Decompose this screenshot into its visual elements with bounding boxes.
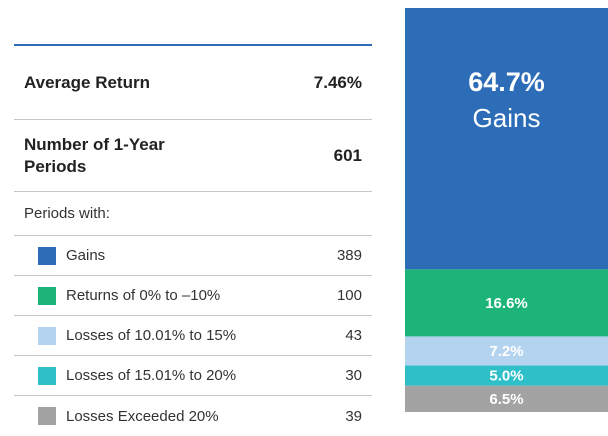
legend-entry: Gains — [38, 246, 106, 265]
summary-row: Average Return 7.46% — [14, 46, 372, 120]
legend-row: Losses of 10.01% to 15% 43 — [14, 316, 372, 356]
legend-row: Returns of 0% to –10% 100 — [14, 276, 372, 316]
legend-count: 100 — [336, 287, 362, 304]
stats-table: Average Return 7.46% Number of 1-Year Peri… — [14, 44, 372, 436]
legend-label: Losses of 15.01% to 20% — [66, 367, 237, 384]
summary-value: 7.46% — [313, 72, 362, 92]
legend-label: Returns of 0% to –10% — [66, 287, 221, 304]
summary-value: 601 — [333, 145, 362, 165]
legend-count: 39 — [345, 407, 362, 425]
legend-row: Gains 389 — [14, 236, 372, 276]
legend-count: 389 — [336, 247, 362, 264]
stacked-bar: 64.7% Gains 16.6% 7.2% 5.0% 6.5% — [405, 8, 608, 412]
value-label: 6.5% — [489, 391, 523, 408]
legend-entry: Losses of 10.01% to 15% — [38, 326, 237, 345]
value-label: 5.0% — [489, 368, 523, 385]
legend-label: Gains — [66, 247, 106, 264]
bar-segment — [405, 8, 608, 270]
bar-segment — [405, 385, 608, 412]
bar-segment — [405, 336, 608, 366]
legend-row: Losses Exceeded 20% 39 — [14, 396, 372, 436]
legend-entry: Returns of 0% to –10% — [38, 286, 221, 305]
legend-label: Losses of 10.01% to 15% — [66, 327, 237, 344]
legend-entry: Losses Exceeded 20% — [38, 407, 219, 425]
legend-entry: Losses of 15.01% to 20% — [38, 366, 237, 385]
bar-segment — [405, 269, 608, 337]
subtitle-row: Periods with: — [14, 192, 372, 236]
legend-swatch — [38, 286, 56, 305]
summary-label: Number of 1-Year Periods — [24, 134, 165, 176]
legend-swatch — [38, 246, 56, 265]
legend-swatch — [38, 407, 56, 425]
legend-count: 43 — [345, 327, 362, 344]
legend-swatch — [38, 366, 56, 385]
summary-label: Average Return — [24, 72, 150, 92]
subtitle: Periods with: — [24, 205, 110, 222]
value-label: 16.6% — [485, 295, 528, 312]
bar-segment — [405, 365, 608, 386]
legend-row: Losses of 15.01% to 20% 30 — [14, 356, 372, 396]
legend-label: Losses Exceeded 20% — [66, 407, 219, 425]
summary-row: Number of 1-Year Periods 601 — [14, 120, 372, 192]
segment-name: Gains — [473, 103, 541, 133]
value-label: 64.7% — [468, 67, 545, 97]
legend-swatch — [38, 326, 56, 345]
legend-count: 30 — [345, 367, 362, 384]
value-label: 7.2% — [489, 343, 523, 360]
